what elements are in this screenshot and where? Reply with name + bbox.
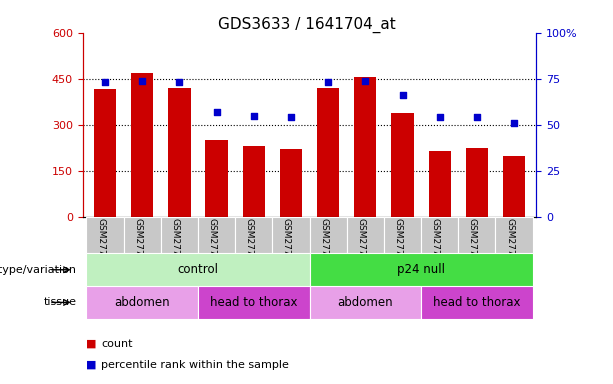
Bar <box>421 217 459 253</box>
Text: abdomen: abdomen <box>115 296 170 309</box>
Text: tissue: tissue <box>44 297 77 308</box>
Bar <box>459 217 495 253</box>
Bar <box>354 77 376 217</box>
Point <box>249 113 259 119</box>
Bar <box>124 217 161 253</box>
Bar <box>495 217 533 253</box>
Bar <box>272 217 310 253</box>
Text: p24 null: p24 null <box>397 263 445 276</box>
Bar <box>243 146 265 217</box>
Text: GSM277409: GSM277409 <box>133 218 142 273</box>
Text: GSM277414: GSM277414 <box>319 218 328 273</box>
Bar <box>317 88 340 217</box>
Text: GSM277411: GSM277411 <box>208 218 216 273</box>
Text: count: count <box>101 339 132 349</box>
Bar <box>310 253 533 286</box>
Text: head to thorax: head to thorax <box>433 296 520 309</box>
Bar <box>86 217 124 253</box>
Point <box>323 79 333 86</box>
Text: GSM277418: GSM277418 <box>468 218 477 273</box>
Text: GSM277419: GSM277419 <box>505 218 514 273</box>
Bar <box>169 88 191 217</box>
Point <box>360 78 370 84</box>
Bar <box>466 148 488 217</box>
Text: GSM277417: GSM277417 <box>431 218 440 273</box>
Text: GDS3633 / 1641704_at: GDS3633 / 1641704_at <box>218 17 395 33</box>
Point <box>286 114 296 121</box>
Bar <box>205 140 228 217</box>
Bar <box>131 73 153 217</box>
Bar <box>310 217 347 253</box>
Bar <box>391 113 414 217</box>
Bar <box>86 253 310 286</box>
Text: GSM277410: GSM277410 <box>170 218 180 273</box>
Text: ■: ■ <box>86 360 96 370</box>
Bar <box>198 286 310 319</box>
Text: GSM277413: GSM277413 <box>282 218 291 273</box>
Bar <box>235 217 272 253</box>
Bar <box>280 149 302 217</box>
Bar <box>347 217 384 253</box>
Point <box>137 78 147 84</box>
Bar <box>503 156 525 217</box>
Bar <box>421 286 533 319</box>
Text: GSM277415: GSM277415 <box>356 218 365 273</box>
Point <box>100 79 110 86</box>
Bar <box>384 217 421 253</box>
Point <box>211 109 221 115</box>
Bar <box>428 151 451 217</box>
Text: head to thorax: head to thorax <box>210 296 297 309</box>
Bar <box>161 217 198 253</box>
Point <box>398 92 408 98</box>
Text: percentile rank within the sample: percentile rank within the sample <box>101 360 289 370</box>
Text: genotype/variation: genotype/variation <box>0 265 77 275</box>
Point <box>509 120 519 126</box>
Point <box>435 114 444 121</box>
Bar <box>86 286 198 319</box>
Bar <box>310 286 421 319</box>
Text: ■: ■ <box>86 339 96 349</box>
Text: abdomen: abdomen <box>338 296 393 309</box>
Bar <box>94 89 116 217</box>
Text: GSM277416: GSM277416 <box>394 218 403 273</box>
Point <box>175 79 185 86</box>
Bar <box>198 217 235 253</box>
Text: GSM277408: GSM277408 <box>96 218 105 273</box>
Point <box>472 114 482 121</box>
Text: control: control <box>178 263 218 276</box>
Text: GSM277412: GSM277412 <box>245 218 254 273</box>
